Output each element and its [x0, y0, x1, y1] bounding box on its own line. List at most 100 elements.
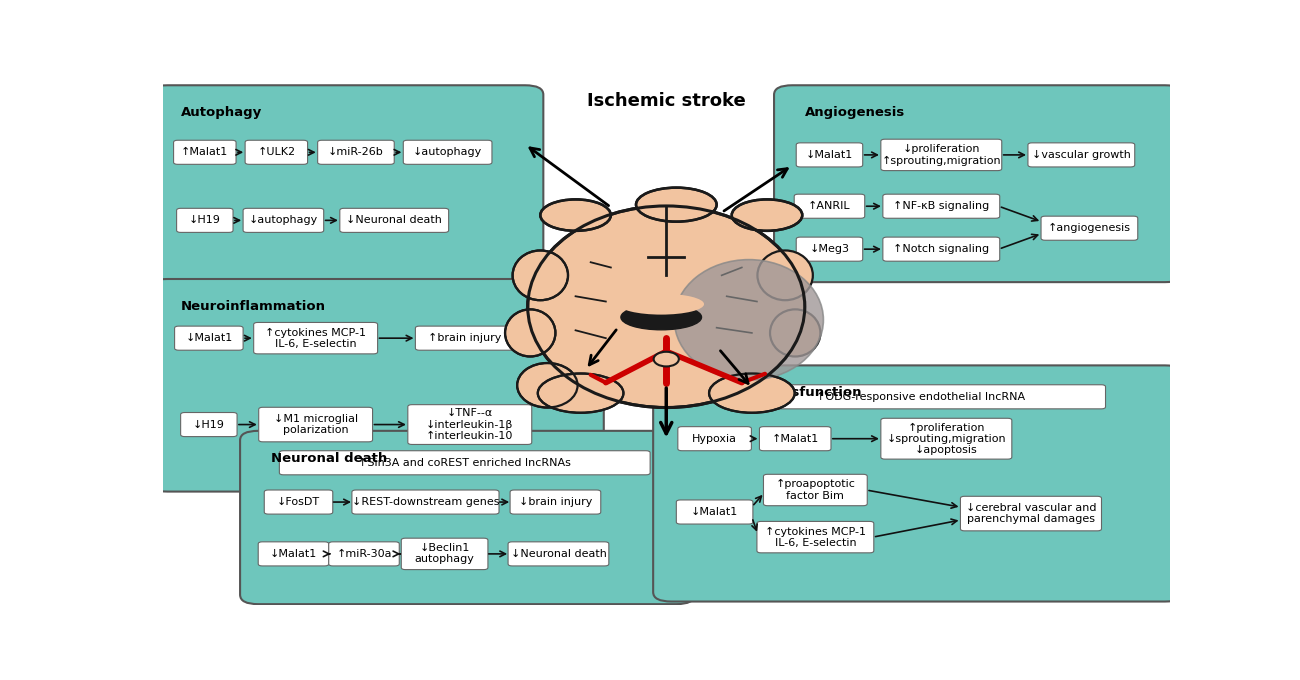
Text: ↓H19: ↓H19: [192, 420, 225, 430]
Ellipse shape: [512, 250, 568, 300]
FancyBboxPatch shape: [243, 208, 324, 233]
Text: Ischemic stroke: Ischemic stroke: [586, 92, 746, 110]
Text: ↓M1 microglial
polarization: ↓M1 microglial polarization: [273, 414, 358, 435]
Text: ↑Malat1: ↑Malat1: [772, 434, 819, 443]
FancyBboxPatch shape: [174, 140, 237, 165]
FancyBboxPatch shape: [734, 385, 1105, 409]
Text: Hypoxia: Hypoxia: [692, 434, 737, 443]
FancyBboxPatch shape: [174, 326, 243, 350]
FancyBboxPatch shape: [763, 475, 867, 506]
Text: ↓H19: ↓H19: [188, 216, 221, 225]
Text: ↓proliferation
↑sprouting,migration: ↓proliferation ↑sprouting,migration: [881, 144, 1001, 165]
FancyBboxPatch shape: [881, 418, 1011, 459]
Text: Neuroinflammation: Neuroinflammation: [181, 300, 325, 313]
FancyBboxPatch shape: [246, 140, 308, 165]
FancyBboxPatch shape: [150, 85, 543, 285]
Ellipse shape: [528, 206, 805, 407]
Text: Neuronal death: Neuronal death: [272, 452, 387, 465]
Text: ↓REST-downstream genes: ↓REST-downstream genes: [352, 497, 499, 507]
Text: ↓cerebral vascular and
parenchymal damages: ↓cerebral vascular and parenchymal damag…: [966, 503, 1096, 524]
Ellipse shape: [621, 305, 702, 330]
FancyBboxPatch shape: [259, 542, 329, 566]
Text: ↓Malat1: ↓Malat1: [806, 150, 853, 160]
Text: Angiogenesis: Angiogenesis: [805, 106, 906, 119]
FancyBboxPatch shape: [796, 237, 863, 261]
Ellipse shape: [541, 199, 611, 231]
Ellipse shape: [732, 199, 802, 231]
FancyBboxPatch shape: [774, 85, 1183, 282]
FancyBboxPatch shape: [177, 208, 233, 233]
FancyBboxPatch shape: [653, 365, 1183, 602]
FancyBboxPatch shape: [403, 140, 491, 165]
FancyBboxPatch shape: [181, 413, 237, 437]
Text: ↓brain injury: ↓brain injury: [519, 497, 592, 507]
FancyBboxPatch shape: [1028, 143, 1135, 167]
FancyBboxPatch shape: [759, 426, 831, 451]
Text: ↑ULK2: ↑ULK2: [257, 148, 295, 157]
Text: ↓miR-26b: ↓miR-26b: [328, 148, 384, 157]
Text: ↓Malat1: ↓Malat1: [270, 549, 317, 559]
Text: ↑cytokines MCP-1
IL-6, E-selectin: ↑cytokines MCP-1 IL-6, E-selectin: [764, 526, 866, 548]
FancyBboxPatch shape: [796, 143, 863, 167]
Text: Autophagy: Autophagy: [181, 106, 261, 119]
Text: ↓autophagy: ↓autophagy: [413, 148, 482, 157]
Text: ↓Meg3: ↓Meg3: [810, 244, 849, 254]
Ellipse shape: [675, 260, 823, 380]
FancyBboxPatch shape: [416, 326, 514, 350]
FancyBboxPatch shape: [510, 490, 601, 514]
Text: ↑proliferation
↓sprouting,migration
↓apoptosis: ↑proliferation ↓sprouting,migration ↓apo…: [887, 422, 1006, 455]
FancyBboxPatch shape: [677, 426, 751, 451]
Text: ↓Malat1: ↓Malat1: [692, 507, 738, 517]
Text: ↓Neuronal death: ↓Neuronal death: [511, 549, 606, 559]
Text: ↓autophagy: ↓autophagy: [248, 216, 318, 225]
Ellipse shape: [636, 188, 716, 222]
FancyBboxPatch shape: [408, 405, 532, 445]
Text: ↓Neuronal death: ↓Neuronal death: [346, 216, 442, 225]
Text: ↑Malat1: ↑Malat1: [181, 148, 229, 157]
FancyBboxPatch shape: [794, 194, 864, 218]
Text: ↑ANRIL: ↑ANRIL: [809, 201, 850, 211]
FancyBboxPatch shape: [676, 500, 753, 524]
FancyBboxPatch shape: [402, 538, 488, 570]
FancyBboxPatch shape: [961, 496, 1101, 531]
Ellipse shape: [708, 373, 794, 413]
FancyBboxPatch shape: [883, 237, 1000, 261]
Ellipse shape: [538, 373, 624, 413]
Text: ↑Sin3A and coREST enriched lncRNAs: ↑Sin3A and coREST enriched lncRNAs: [359, 458, 571, 468]
FancyBboxPatch shape: [1041, 216, 1138, 240]
Ellipse shape: [504, 309, 555, 356]
Ellipse shape: [770, 309, 820, 356]
FancyBboxPatch shape: [881, 139, 1002, 171]
FancyBboxPatch shape: [280, 451, 650, 475]
FancyBboxPatch shape: [317, 140, 394, 165]
Text: ↓FosDT: ↓FosDT: [277, 497, 320, 507]
FancyBboxPatch shape: [883, 194, 1000, 218]
Text: ↑miR-30a: ↑miR-30a: [337, 549, 391, 559]
Text: ↓vascular growth: ↓vascular growth: [1032, 150, 1131, 160]
FancyBboxPatch shape: [339, 208, 448, 233]
Text: ↑brain injury: ↑brain injury: [428, 333, 502, 343]
FancyBboxPatch shape: [150, 279, 603, 492]
FancyBboxPatch shape: [240, 431, 694, 604]
Text: ↑NF-κB signaling: ↑NF-κB signaling: [893, 201, 989, 211]
Text: ↑Notch signaling: ↑Notch signaling: [893, 244, 989, 254]
Ellipse shape: [654, 352, 679, 367]
FancyBboxPatch shape: [352, 490, 499, 514]
Text: ↑ODG-responsive endothelial lncRNA: ↑ODG-responsive endothelial lncRNA: [815, 392, 1024, 402]
FancyBboxPatch shape: [254, 322, 377, 354]
FancyBboxPatch shape: [329, 542, 399, 566]
FancyBboxPatch shape: [508, 542, 608, 566]
Ellipse shape: [758, 250, 812, 300]
Text: ↑proapoptotic
factor Bim: ↑proapoptotic factor Bim: [775, 479, 855, 500]
FancyBboxPatch shape: [259, 407, 373, 442]
FancyBboxPatch shape: [264, 490, 333, 514]
Text: ↑angiogenesis: ↑angiogenesis: [1048, 223, 1131, 233]
Text: ↑cytokines MCP-1
IL-6, E-selectin: ↑cytokines MCP-1 IL-6, E-selectin: [265, 328, 367, 349]
Text: ↓Beclin1
autophagy: ↓Beclin1 autophagy: [415, 543, 474, 564]
Ellipse shape: [517, 363, 577, 407]
Text: ↓TNF--α
↓interleukin-1β
↑interleukin-10: ↓TNF--α ↓interleukin-1β ↑interleukin-10: [426, 409, 514, 441]
Text: Endothelial dysfunction: Endothelial dysfunction: [684, 386, 862, 399]
FancyBboxPatch shape: [757, 522, 874, 553]
Text: ↓Malat1: ↓Malat1: [185, 333, 233, 343]
Ellipse shape: [619, 294, 705, 315]
